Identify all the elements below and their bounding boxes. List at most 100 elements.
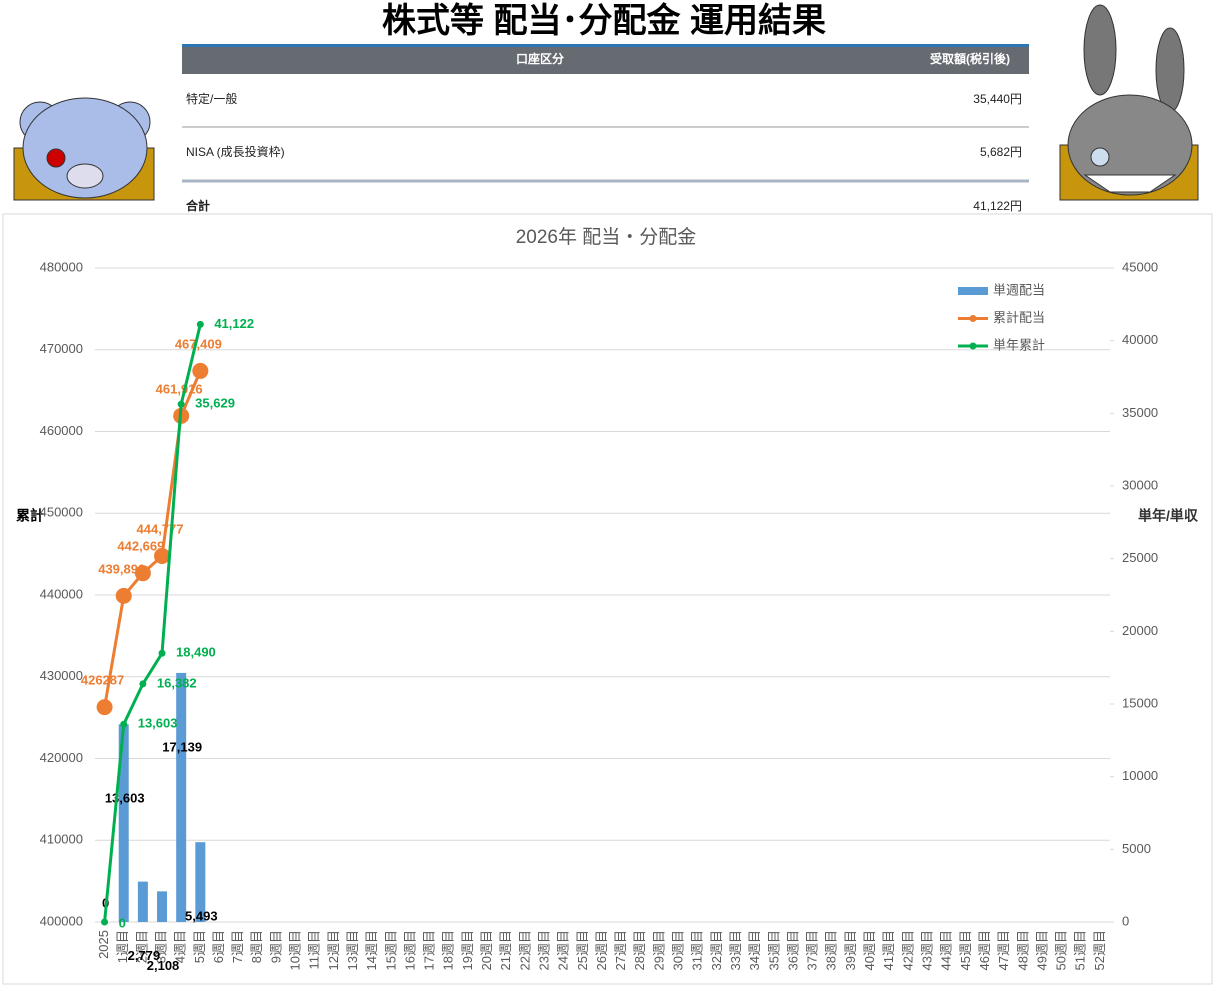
x-tick-label: 46週目	[977, 930, 992, 970]
x-tick-label: 17週目	[422, 930, 437, 970]
cell: 合計	[186, 198, 210, 213]
x-tick-label: 4週目	[173, 930, 188, 963]
legend-swatch	[958, 287, 988, 295]
point-label: 18,490	[176, 645, 216, 660]
y-tick-label: 400000	[40, 913, 83, 928]
cell: 35,440円	[973, 92, 1022, 106]
x-tick-label: 33週目	[728, 930, 743, 970]
point-label: 461,916	[156, 381, 203, 396]
x-tick-label: 47週目	[996, 930, 1011, 970]
x-tick-label: 5週目	[192, 930, 207, 963]
x-tick-label: 37週目	[805, 930, 820, 970]
x-tick-label: 11週目	[307, 930, 322, 970]
column-header: 受取額(税引後)	[930, 51, 1010, 66]
x-tick-label: 9週目	[268, 930, 283, 963]
bar	[157, 891, 168, 922]
cell: 特定/一般	[186, 91, 237, 106]
y-tick-label: 410000	[40, 832, 83, 847]
bear-mascot	[13, 97, 155, 201]
legend-label: 単年累計	[993, 337, 1045, 352]
x-tick-label: 40週目	[862, 930, 877, 970]
point-label: 439,890	[98, 561, 145, 576]
bar-label: 13,603	[105, 791, 145, 806]
x-tick-label: 45週目	[958, 930, 973, 970]
point	[154, 547, 171, 564]
x-tick-label: 2週目	[134, 930, 149, 963]
cell: 5,682円	[980, 145, 1022, 159]
point-label: 467,409	[175, 336, 222, 351]
point-label: 426287	[81, 673, 124, 688]
x-tick-label: 29週目	[651, 930, 666, 970]
point	[192, 362, 209, 379]
y2-tick-label: 10000	[1122, 768, 1158, 783]
legend-label: 累計配当	[993, 310, 1045, 325]
y2-tick-label: 35000	[1122, 405, 1158, 420]
x-tick-label: 26週目	[594, 930, 609, 970]
bar-label: 17,139	[162, 739, 202, 754]
x-tick-label: 7週目	[230, 930, 245, 963]
point-label: 35,629	[195, 396, 235, 411]
x-tick-label: 3週目	[153, 930, 168, 963]
x-tick-label: 20週目	[479, 930, 494, 970]
y2-tick-label: 25000	[1122, 550, 1158, 565]
y-tick-label: 420000	[40, 750, 83, 765]
x-tick-label: 32週目	[709, 930, 724, 970]
x-tick-label: 31週目	[690, 930, 705, 970]
x-tick-label: 2025	[96, 930, 111, 959]
x-tick-label: 51週目	[1073, 930, 1088, 970]
x-tick-label: 23週目	[536, 930, 551, 970]
point-label: 442,669	[117, 539, 164, 554]
point-label: 444,777	[137, 521, 184, 536]
y-tick-label: 480000	[40, 259, 83, 274]
y-tick-label: 430000	[40, 668, 83, 683]
x-tick-label: 10週目	[288, 930, 303, 970]
x-tick-label: 19週目	[460, 930, 475, 970]
y-tick-label: 450000	[40, 505, 83, 520]
bar	[118, 724, 129, 922]
point-label: 0	[119, 915, 126, 930]
bar-label: 2,108	[147, 958, 180, 973]
legend-swatch	[969, 342, 977, 350]
rabbit-mascot	[1059, 4, 1199, 201]
x-tick-label: 35週目	[766, 930, 781, 970]
bar	[195, 842, 206, 922]
page-title: 株式等 配当･分配金 運用結果	[382, 1, 826, 40]
x-tick-label: 34週目	[747, 930, 762, 970]
x-tick-label: 12週目	[326, 930, 341, 970]
x-tick-label: 39週目	[843, 930, 858, 970]
y2-tick-label: 5000	[1122, 841, 1151, 856]
y-axis-label: 累計	[16, 508, 44, 524]
y-tick-label: 470000	[40, 341, 83, 356]
x-tick-label: 22週目	[517, 930, 532, 970]
x-tick-label: 15週目	[383, 930, 398, 970]
y-tick-label: 440000	[40, 586, 83, 601]
x-tick-label: 16週目	[402, 930, 417, 970]
bar-label: 2,779	[128, 948, 161, 963]
legend-swatch	[969, 315, 977, 322]
x-tick-label: 49週目	[1034, 930, 1049, 970]
y2-tick-label: 0	[1122, 913, 1129, 928]
x-tick-label: 13週目	[345, 930, 360, 970]
y2-tick-label: 20000	[1122, 623, 1158, 638]
series-line	[103, 370, 202, 708]
point	[134, 565, 151, 582]
y2-tick-label: 40000	[1122, 332, 1158, 347]
x-tick-label: 50週目	[1054, 930, 1069, 970]
point	[115, 587, 132, 604]
column-header: 口座区分	[516, 51, 564, 66]
point	[158, 649, 166, 657]
x-tick-label: 36週目	[785, 930, 800, 970]
cell: NISA (成長投資枠)	[186, 144, 285, 159]
x-tick-label: 43週目	[920, 930, 935, 970]
y-tick-label: 460000	[40, 423, 83, 438]
point-label: 13,603	[138, 716, 178, 731]
x-tick-label: 25週目	[575, 930, 590, 970]
y2-tick-label: 30000	[1122, 477, 1158, 492]
table-header	[182, 47, 1029, 74]
point-label: 41,122	[214, 316, 254, 331]
series-line	[103, 324, 202, 923]
table-top-line	[182, 44, 1029, 47]
x-tick-label: 38週目	[824, 930, 839, 970]
x-tick-label: 42週目	[900, 930, 915, 970]
